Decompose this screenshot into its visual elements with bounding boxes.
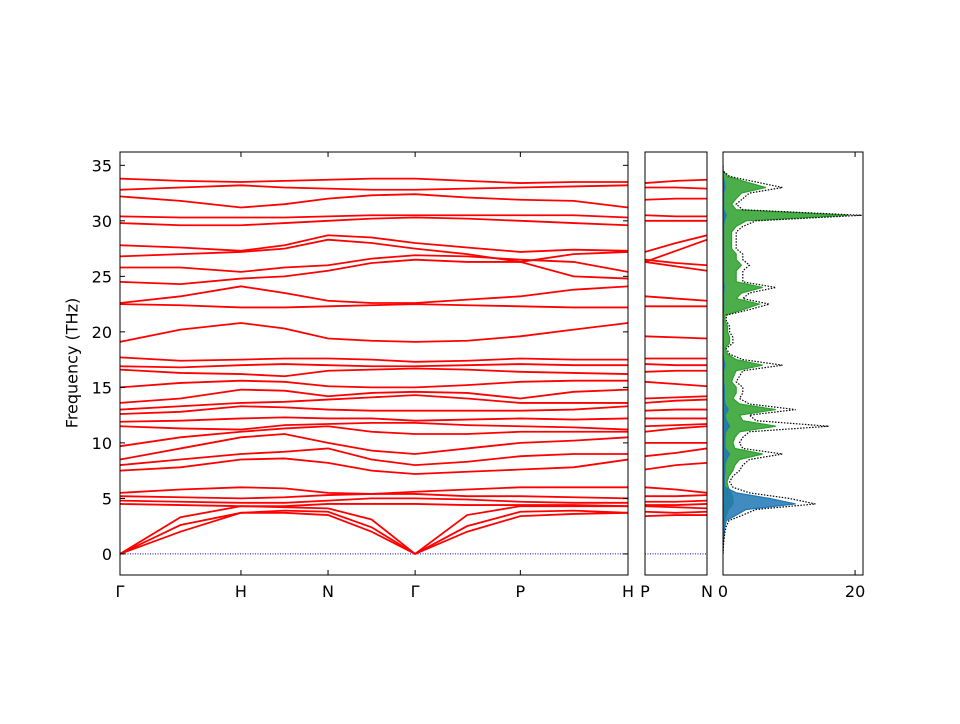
band xyxy=(120,363,628,369)
band xyxy=(120,497,628,504)
band xyxy=(645,238,707,263)
band xyxy=(645,197,707,201)
y-axis-label: Frequency (THz) xyxy=(63,298,82,428)
band xyxy=(120,234,628,253)
band xyxy=(120,394,628,411)
band xyxy=(645,214,707,218)
band xyxy=(120,177,628,184)
band xyxy=(120,258,628,286)
band xyxy=(120,356,628,363)
band xyxy=(120,193,628,209)
band xyxy=(645,447,707,458)
band xyxy=(120,433,628,461)
x-tick-label: 0 xyxy=(718,582,728,601)
band xyxy=(120,503,628,508)
band xyxy=(120,505,628,556)
band xyxy=(645,461,707,471)
band xyxy=(645,395,707,400)
band xyxy=(120,416,628,423)
band xyxy=(120,303,628,309)
band xyxy=(645,425,707,433)
band xyxy=(645,486,707,494)
y-tick-label: 30 xyxy=(92,212,112,231)
band xyxy=(120,214,628,219)
x-tick-label: N xyxy=(322,582,334,601)
band xyxy=(645,503,707,506)
x-tick-label: H xyxy=(235,582,247,601)
band xyxy=(120,486,628,495)
band xyxy=(645,258,707,267)
y-tick-label: 10 xyxy=(92,434,112,453)
band xyxy=(645,369,707,373)
band xyxy=(120,447,628,466)
x-tick-label: 20 xyxy=(845,582,865,601)
band xyxy=(645,514,707,518)
band xyxy=(645,186,707,190)
band xyxy=(645,335,707,340)
band xyxy=(120,421,628,431)
y-tick-label: 5 xyxy=(102,489,112,508)
band xyxy=(120,184,628,191)
band xyxy=(645,380,707,388)
axes-frame xyxy=(644,151,708,576)
band xyxy=(120,367,628,378)
y-tick-label: 25 xyxy=(92,267,112,286)
band xyxy=(645,505,707,510)
axes-frame xyxy=(722,151,864,576)
band xyxy=(120,254,628,273)
band xyxy=(120,425,628,448)
band xyxy=(120,405,628,415)
band xyxy=(120,509,628,555)
band xyxy=(645,494,707,498)
band xyxy=(645,295,707,302)
band xyxy=(645,398,707,404)
x-tick-label: P xyxy=(516,582,526,601)
band xyxy=(120,216,628,227)
y-tick-label: 20 xyxy=(92,323,112,342)
band xyxy=(120,238,628,263)
band xyxy=(120,511,628,555)
y-tick-label: 15 xyxy=(92,378,112,397)
band xyxy=(645,178,707,184)
y-tick-label: 35 xyxy=(92,156,112,175)
band xyxy=(645,363,707,367)
band xyxy=(645,499,707,503)
band xyxy=(120,285,628,304)
x-tick-label: P xyxy=(640,582,650,601)
total-dos xyxy=(723,165,862,554)
band xyxy=(120,322,628,343)
x-tick-label: Γ xyxy=(116,582,125,601)
y-tick-label: 0 xyxy=(102,545,112,564)
band xyxy=(120,457,628,475)
partial-dos xyxy=(723,165,849,554)
band xyxy=(645,234,707,253)
band xyxy=(645,423,707,428)
band xyxy=(120,388,628,404)
band xyxy=(120,379,628,389)
x-tick-label: N xyxy=(701,582,713,601)
band xyxy=(645,510,707,514)
band xyxy=(645,261,707,272)
axes-frame xyxy=(119,151,629,576)
x-tick-label: Γ xyxy=(411,582,420,601)
band xyxy=(645,408,707,412)
x-tick-label: H xyxy=(622,582,634,601)
